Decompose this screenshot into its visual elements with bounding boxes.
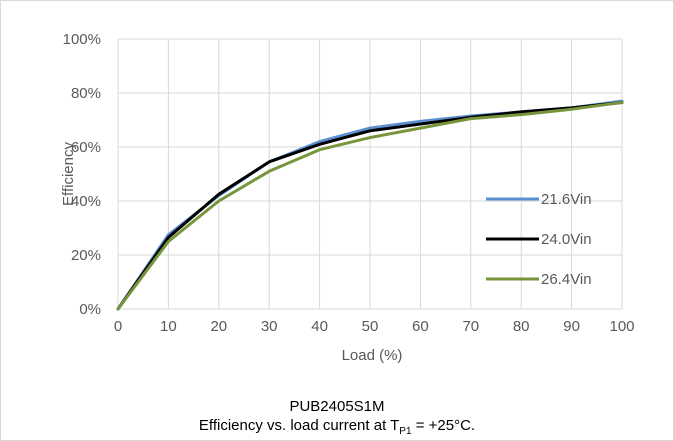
caption-model: PUB2405S1M [289, 398, 385, 415]
x-tick-label: 0 [114, 318, 122, 335]
caption-prefix: Efficiency vs. load current at T [198, 417, 400, 434]
x-tick-label: 100 [609, 318, 634, 335]
caption-subscript: P1 [399, 426, 412, 437]
y-tick-label: 40% [71, 193, 101, 210]
x-tick-label: 20 [210, 318, 227, 335]
series-line-26.4Vin [116, 100, 624, 311]
x-tick-label: 40 [311, 318, 328, 335]
legend-label: 21.6Vin [541, 191, 592, 208]
x-tick-label: 80 [513, 318, 530, 335]
y-tick-label: 20% [71, 247, 101, 264]
y-tick-label: 60% [71, 139, 101, 156]
legend-label: 26.4Vin [541, 271, 592, 288]
legend-label: 24.0Vin [541, 231, 592, 248]
caption-description: Efficiency vs. load current at TP1 = +25… [0, 416, 674, 441]
y-tick-label: 0% [79, 301, 101, 318]
efficiency-chart: 0% 20% 40% 60% 80% 100% 0 10 20 30 40 50 60 70 80 90 100… [60, 31, 635, 364]
x-tick-label: 50 [362, 318, 379, 335]
series-line-24.0Vin [116, 100, 624, 311]
x-axis-title: Load (%) [342, 347, 403, 364]
x-tick-label: 10 [160, 318, 177, 335]
y-axis-title: Efficiency [60, 142, 77, 206]
y-tick-label: 100% [63, 31, 101, 48]
y-tick-label: 80% [71, 85, 101, 102]
x-tick-label: 90 [563, 318, 580, 335]
caption-suffix: = +25°C. [411, 417, 476, 434]
x-tick-label: 60 [412, 318, 429, 335]
x-tick-label: 70 [462, 318, 479, 335]
x-tick-label: 30 [261, 318, 278, 335]
chart-caption: PUB2405S1M Efficiency vs. load current a… [0, 397, 674, 441]
